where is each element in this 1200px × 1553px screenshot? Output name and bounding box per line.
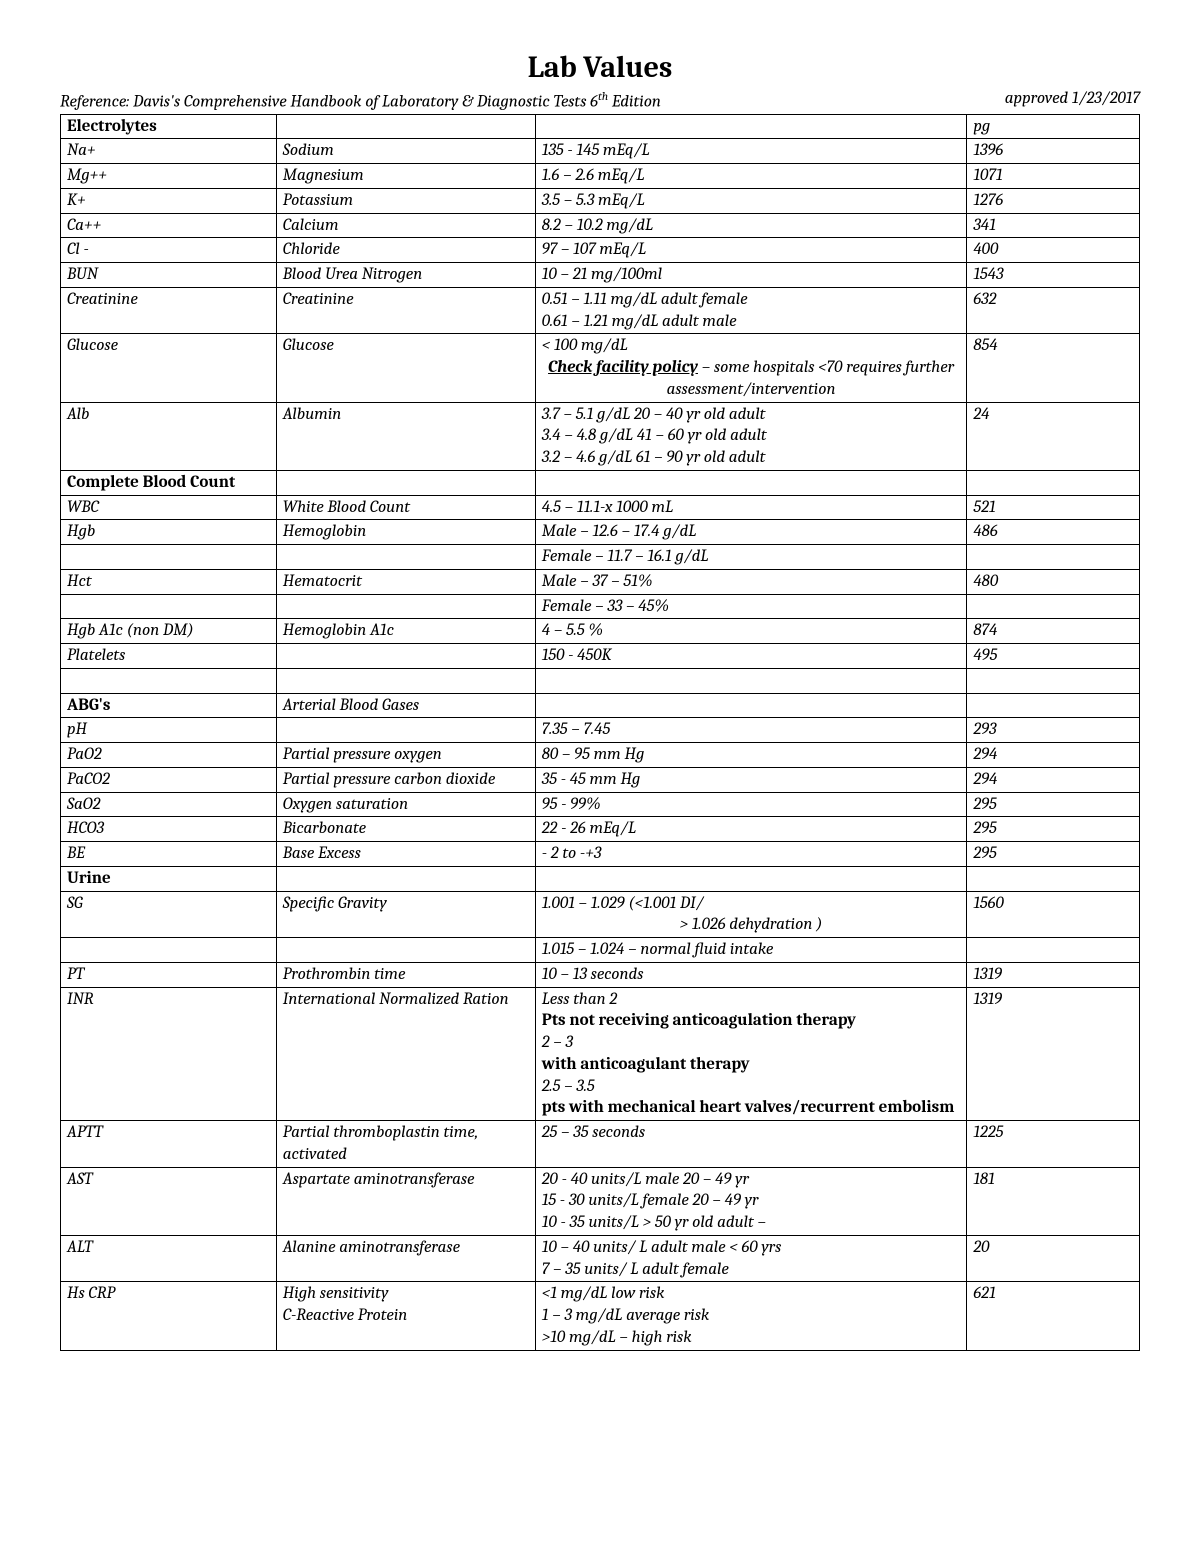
table-row: HCO3Bicarbonate22 - 26 mEq/L295 bbox=[61, 817, 1140, 842]
table-row: Platelets150 - 450K495 bbox=[61, 644, 1140, 669]
table-row: PTProthrombin time10 – 13 seconds1319 bbox=[61, 962, 1140, 987]
table-row: WBCWhite Blood Count4.5 – 11.1-x 1000 mL… bbox=[61, 495, 1140, 520]
section-header-row: Complete Blood Count bbox=[61, 470, 1140, 495]
reference-text: Reference: Davis's Comprehensive Handboo… bbox=[60, 89, 661, 112]
table-row: Hs CRP High sensitivity C-Reactive Prote… bbox=[61, 1282, 1140, 1350]
table-row: APTTPartial thromboplastin time, activat… bbox=[61, 1121, 1140, 1168]
page-title: Lab Values bbox=[60, 50, 1140, 85]
table-row: SaO2Oxygen saturation95 - 99%295 bbox=[61, 792, 1140, 817]
table-row bbox=[61, 668, 1140, 693]
section-header-row: Electrolytes pg bbox=[61, 114, 1140, 139]
table-row: ALTAlanine aminotransferase 10 – 40 unit… bbox=[61, 1235, 1140, 1282]
approved-date: approved 1/23/2017 bbox=[1005, 89, 1140, 112]
table-row: Cl -Chloride97 – 107 mEq/L400 bbox=[61, 238, 1140, 263]
table-row: CreatinineCreatinine 0.51 – 1.11 mg/dL a… bbox=[61, 287, 1140, 334]
table-row: Mg++Magnesium1.6 – 2.6 mEq/L1071 bbox=[61, 164, 1140, 189]
section-electrolytes: Electrolytes bbox=[61, 114, 277, 139]
table-row: GlucoseGlucose < 100 mg/dL Check facilit… bbox=[61, 334, 1140, 402]
table-row: Ca++Calcium8.2 – 10.2 mg/dL341 bbox=[61, 213, 1140, 238]
pg-header: pg bbox=[967, 114, 1140, 139]
table-row: SGSpecific Gravity 1.001 – 1.029 (<1.001… bbox=[61, 891, 1140, 938]
table-row: PaO2Partial pressure oxygen80 – 95 mm Hg… bbox=[61, 743, 1140, 768]
section-header-row: ABG'sArterial Blood Gases bbox=[61, 693, 1140, 718]
table-row: Na+Sodium135 - 145 mEq/L1396 bbox=[61, 139, 1140, 164]
lab-values-table: Electrolytes pg Na+Sodium135 - 145 mEq/L… bbox=[60, 114, 1140, 1351]
table-row: ASTAspartate aminotransferase 20 - 40 un… bbox=[61, 1167, 1140, 1235]
table-row: K+Potassium3.5 – 5.3 mEq/L1276 bbox=[61, 188, 1140, 213]
table-row: pH7.35 – 7.45293 bbox=[61, 718, 1140, 743]
table-row: BUNBlood Urea Nitrogen10 – 21 mg/100ml15… bbox=[61, 263, 1140, 288]
section-header-row: Urine bbox=[61, 866, 1140, 891]
table-row: HgbHemoglobinMale – 12.6 – 17.4 g/dL486 bbox=[61, 520, 1140, 545]
table-row: BEBase Excess- 2 to -+3295 bbox=[61, 842, 1140, 867]
table-row: PaCO2Partial pressure carbon dioxide35 -… bbox=[61, 767, 1140, 792]
table-row: AlbAlbumin 3.7 – 5.1 g/dL 20 – 40 yr old… bbox=[61, 402, 1140, 470]
table-row: INRInternational Normalized Ration Less … bbox=[61, 987, 1140, 1121]
table-row: Female – 11.7 – 16.1 g/dL bbox=[61, 545, 1140, 570]
reference-row: Reference: Davis's Comprehensive Handboo… bbox=[60, 89, 1140, 112]
table-row: HctHematocritMale – 37 – 51%480 bbox=[61, 569, 1140, 594]
table-row: Hgb A1c (non DM)Hemoglobin A1c4 – 5.5 %8… bbox=[61, 619, 1140, 644]
table-row: 1.015 – 1.024 – normal fluid intake bbox=[61, 938, 1140, 963]
table-row: Female – 33 – 45% bbox=[61, 594, 1140, 619]
